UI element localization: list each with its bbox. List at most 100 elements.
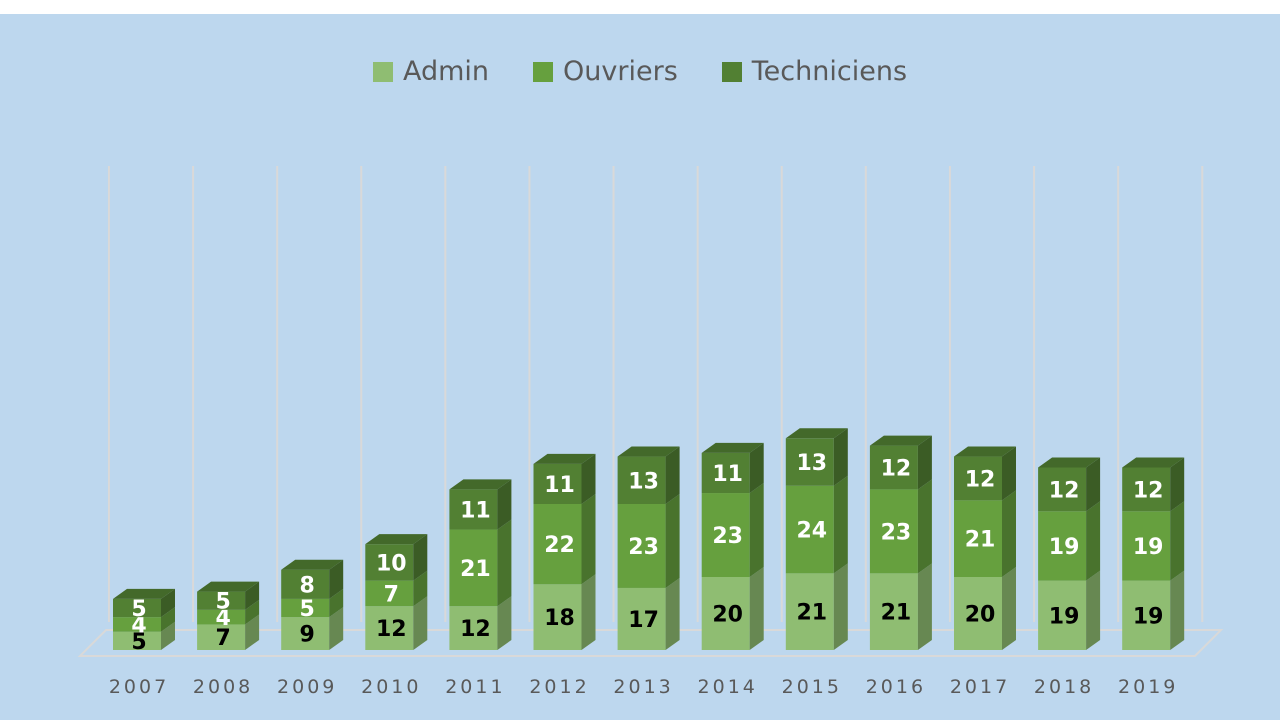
bar-admin-2012 bbox=[533, 584, 582, 650]
x-tick-label-2015: 2015 bbox=[782, 676, 842, 698]
bar-ouvriers-2012 bbox=[533, 504, 582, 585]
bar-top-2013 bbox=[617, 446, 680, 457]
bar-side-admin-2019 bbox=[1170, 570, 1185, 650]
bar-ouvriers-2009 bbox=[281, 598, 330, 618]
x-tick-label-2009: 2009 bbox=[277, 676, 337, 698]
data-label-ouvriers-2013: 23 bbox=[628, 535, 659, 560]
data-label-techniciens-2012: 11 bbox=[544, 473, 575, 498]
bar-techniciens-2008 bbox=[197, 591, 246, 610]
bar-side-ouvriers-2014 bbox=[749, 483, 764, 577]
bar-techniciens-2011 bbox=[449, 489, 498, 530]
bar-techniciens-2016 bbox=[869, 445, 918, 490]
x-tick-label-2007: 2007 bbox=[109, 676, 169, 698]
data-label-techniciens-2011: 11 bbox=[460, 498, 491, 523]
bar-admin-2007 bbox=[113, 631, 161, 650]
bar-techniciens-2013 bbox=[617, 456, 666, 504]
bar-side-admin-2017 bbox=[1002, 567, 1016, 650]
data-label-admin-2013: 17 bbox=[628, 608, 659, 633]
bar-side-techniciens-2013 bbox=[665, 446, 680, 504]
data-label-techniciens-2013: 13 bbox=[628, 469, 659, 494]
bar-side-admin-2016 bbox=[917, 563, 932, 650]
bar-admin-2013 bbox=[617, 587, 666, 650]
bar-techniciens-2010 bbox=[365, 544, 414, 581]
bar-side-techniciens-2007 bbox=[161, 588, 175, 618]
data-label-techniciens-2018: 12 bbox=[1049, 478, 1080, 503]
bar-top-2015 bbox=[785, 428, 848, 439]
bar-ouvriers-2015 bbox=[785, 485, 834, 574]
legend-item-techniciens: Techniciens bbox=[721, 56, 907, 87]
bar-side-admin-2008 bbox=[245, 614, 260, 650]
chart-floor bbox=[77, 629, 1224, 657]
bar-admin-2016 bbox=[869, 573, 918, 650]
bar-top-2007 bbox=[113, 588, 175, 599]
data-label-admin-2019: 19 bbox=[1133, 604, 1164, 629]
bar-techniciens-2012 bbox=[533, 463, 582, 504]
bar-top-2008 bbox=[197, 581, 260, 592]
bar-side-ouvriers-2007 bbox=[161, 607, 175, 632]
data-label-admin-2007: 5 bbox=[131, 630, 146, 655]
data-label-ouvriers-2016: 23 bbox=[881, 520, 912, 545]
bar-techniciens-2019 bbox=[1122, 467, 1171, 512]
data-label-ouvriers-2018: 19 bbox=[1049, 535, 1080, 560]
bar-ouvriers-2017 bbox=[954, 500, 1002, 577]
bar-side-admin-2011 bbox=[497, 596, 512, 650]
x-tick-label-2011: 2011 bbox=[445, 676, 505, 698]
bar-ouvriers-2019 bbox=[1122, 511, 1171, 581]
bar-side-ouvriers-2010 bbox=[413, 570, 428, 607]
bar-techniciens-2007 bbox=[113, 598, 161, 618]
bar-side-ouvriers-2012 bbox=[581, 494, 596, 585]
data-label-ouvriers-2012: 22 bbox=[544, 533, 575, 558]
bar-side-ouvriers-2015 bbox=[833, 475, 848, 574]
bar-side-ouvriers-2013 bbox=[665, 494, 680, 588]
bar-techniciens-2015 bbox=[785, 438, 834, 486]
bar-ouvriers-2016 bbox=[869, 489, 918, 574]
data-label-admin-2014: 20 bbox=[712, 603, 743, 628]
bar-admin-2018 bbox=[1038, 580, 1087, 650]
bar-top-2019 bbox=[1122, 457, 1185, 468]
bar-top-2016 bbox=[869, 435, 932, 446]
x-tick-label-2008: 2008 bbox=[193, 676, 253, 698]
data-label-admin-2010: 12 bbox=[376, 617, 407, 642]
bar-side-admin-2012 bbox=[581, 574, 596, 650]
x-tick-label-2018: 2018 bbox=[1034, 676, 1094, 698]
bar-side-ouvriers-2008 bbox=[245, 599, 260, 625]
bar-side-admin-2015 bbox=[833, 563, 848, 650]
bar-ouvriers-2008 bbox=[197, 609, 246, 625]
bar-side-admin-2009 bbox=[329, 607, 344, 650]
bar-admin-2019 bbox=[1122, 580, 1171, 650]
data-label-techniciens-2017: 12 bbox=[965, 467, 996, 492]
bar-side-admin-2014 bbox=[749, 567, 764, 650]
bar-side-ouvriers-2011 bbox=[497, 519, 512, 607]
data-label-ouvriers-2007: 4 bbox=[131, 613, 146, 638]
data-label-admin-2016: 21 bbox=[881, 601, 912, 626]
bar-top-2010 bbox=[365, 534, 428, 545]
data-label-techniciens-2009: 8 bbox=[300, 573, 315, 598]
bar-side-techniciens-2008 bbox=[245, 581, 260, 610]
bar-top-2017 bbox=[954, 446, 1016, 457]
bar-ouvriers-2011 bbox=[449, 529, 498, 607]
data-label-techniciens-2007: 5 bbox=[131, 597, 146, 622]
legend-label-admin: Admin bbox=[402, 56, 490, 87]
bar-admin-2014 bbox=[701, 577, 750, 650]
data-label-techniciens-2008: 5 bbox=[215, 590, 230, 615]
x-tick-label-2013: 2013 bbox=[613, 676, 673, 698]
bar-admin-2009 bbox=[281, 617, 330, 650]
data-label-admin-2017: 20 bbox=[965, 603, 996, 628]
data-label-ouvriers-2009: 5 bbox=[300, 597, 315, 622]
data-label-admin-2015: 21 bbox=[796, 601, 827, 626]
bar-side-admin-2007 bbox=[161, 621, 175, 650]
data-label-techniciens-2015: 13 bbox=[796, 451, 827, 476]
legend-label-ouvriers: Ouvriers bbox=[563, 56, 678, 87]
bar-admin-2015 bbox=[785, 573, 834, 650]
data-label-ouvriers-2014: 23 bbox=[712, 524, 743, 549]
bar-side-ouvriers-2009 bbox=[329, 588, 344, 618]
bar-side-techniciens-2017 bbox=[1002, 446, 1016, 501]
bar-side-techniciens-2011 bbox=[497, 479, 512, 530]
bar-admin-2008 bbox=[197, 624, 246, 650]
bar-side-techniciens-2016 bbox=[917, 435, 932, 490]
x-tick-label-2016: 2016 bbox=[866, 676, 926, 698]
data-label-ouvriers-2008: 4 bbox=[215, 606, 230, 631]
bar-side-techniciens-2010 bbox=[413, 534, 428, 581]
data-label-techniciens-2014: 11 bbox=[712, 462, 743, 487]
bar-side-ouvriers-2018 bbox=[1086, 501, 1101, 581]
